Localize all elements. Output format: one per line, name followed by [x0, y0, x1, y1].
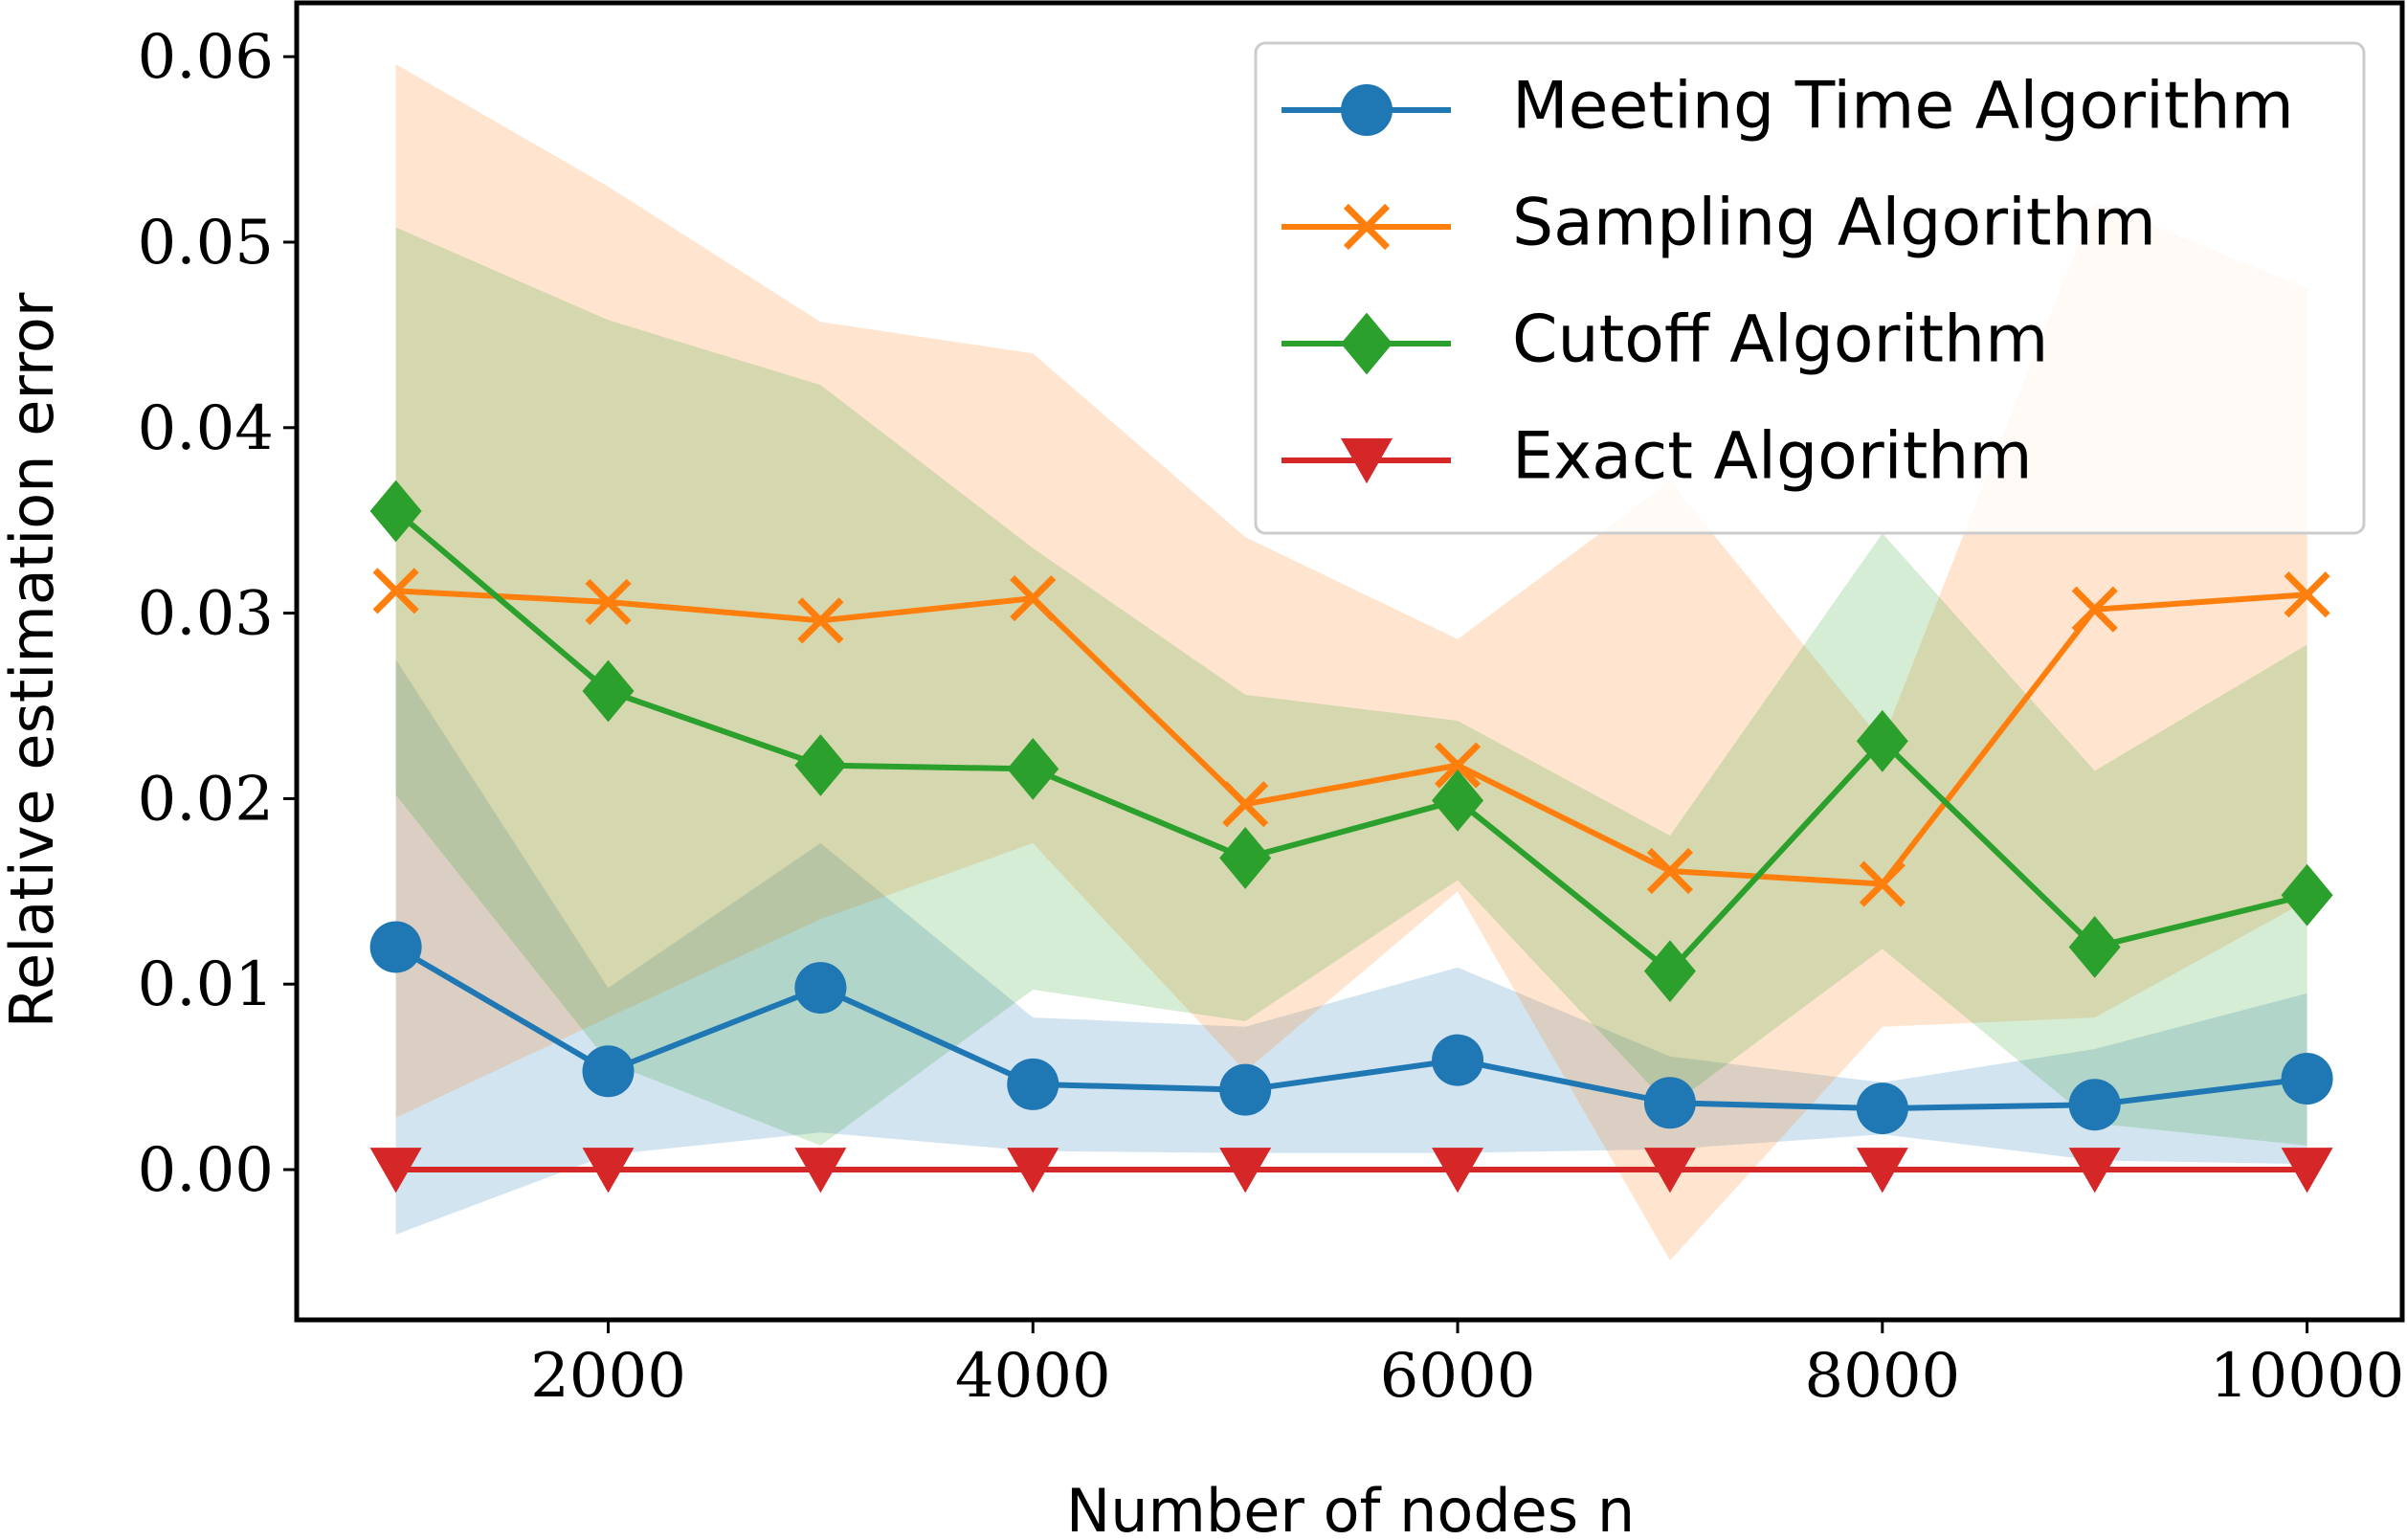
marker [585, 578, 632, 626]
marker [1007, 1148, 1059, 1194]
legend-marker [1341, 312, 1393, 375]
marker [369, 921, 422, 973]
y-tick-label: 0.02 [138, 764, 275, 835]
marker [1007, 738, 1059, 800]
legend-box [1254, 41, 2366, 535]
y-tick-label: 0.01 [138, 949, 275, 1020]
marker [2068, 1079, 2121, 1131]
marker [1432, 1034, 1484, 1086]
marker [1434, 742, 1482, 789]
x-tick-label: 10000 [2210, 1341, 2405, 1412]
marker [1643, 1077, 1696, 1129]
marker [2071, 586, 2118, 633]
marker [369, 480, 422, 543]
marker [1219, 827, 1272, 889]
marker [1856, 1148, 1908, 1194]
marker [1856, 1082, 1908, 1135]
marker [2281, 1148, 2333, 1194]
legend-marker [1343, 203, 1391, 251]
legend-label: Exact Algorithm [1512, 419, 2033, 495]
marker [2068, 916, 2121, 978]
marker [1856, 709, 1908, 772]
legend-label: Meeting Time Algorithm [1512, 69, 2294, 145]
series-line [395, 588, 2307, 887]
error-band [395, 659, 2307, 1235]
marker [1859, 860, 1906, 907]
marker [1432, 769, 1484, 832]
y-tick-label: 0.06 [138, 22, 275, 93]
marker [2281, 1053, 2333, 1105]
plot-frame [294, 0, 2405, 1323]
y-axis-label: Relative estimation error [0, 292, 67, 1028]
marker [794, 734, 847, 796]
marker [794, 1148, 847, 1194]
marker [2281, 863, 2333, 926]
marker [1432, 1148, 1484, 1194]
y-tick-label: 0.05 [138, 208, 275, 279]
legend-marker [1341, 438, 1393, 484]
plot-area [369, 63, 2333, 1261]
legend: Meeting Time Algorithm Sampling Algorithm… [1254, 41, 2366, 535]
marker [2068, 1148, 2121, 1194]
y-tick-label: 0.04 [138, 393, 275, 464]
legend-marker [1341, 84, 1393, 136]
legend-label: Cutoff Algorithm [1512, 302, 2048, 378]
error-band [395, 227, 2307, 1146]
marker [582, 1045, 635, 1098]
x-tick-label: 8000 [1804, 1341, 1960, 1412]
x-axis-label: Number of nodes n [1066, 1476, 1635, 1540]
series-line [394, 944, 2307, 1112]
marker [1007, 1058, 1059, 1110]
marker [369, 1148, 422, 1194]
marker [2284, 571, 2330, 618]
y-tick-label: 0.00 [138, 1135, 275, 1206]
x-tick-label: 2000 [530, 1341, 686, 1412]
x-tick-label: 4000 [955, 1341, 1111, 1412]
marker [1222, 781, 1269, 828]
marker [1643, 1148, 1696, 1194]
series-line [393, 508, 2308, 975]
marker [1219, 1063, 1272, 1116]
marker [582, 1148, 635, 1194]
error-band [395, 63, 2307, 1261]
marker [797, 597, 844, 644]
y-tick-label: 0.03 [138, 579, 275, 650]
x-tick-label: 6000 [1380, 1341, 1536, 1412]
marker [1010, 575, 1057, 622]
marker [1219, 1148, 1272, 1194]
legend-label: Sampling Algorithm [1512, 186, 2156, 261]
marker [1646, 847, 1694, 895]
marker [794, 962, 847, 1015]
marker [582, 659, 635, 723]
marker [372, 568, 419, 614]
marker [1643, 940, 1696, 1003]
